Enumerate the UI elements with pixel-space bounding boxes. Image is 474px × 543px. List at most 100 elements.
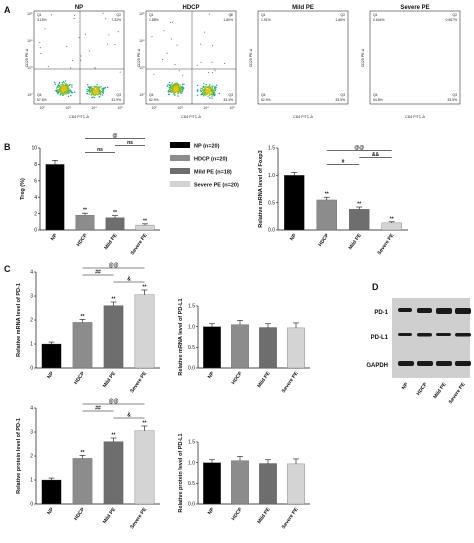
event-dots <box>151 13 232 99</box>
blot-band <box>455 308 471 314</box>
quadrant-q1-value: 0.644% <box>373 18 385 22</box>
y-tick-label: 1.0 <box>188 324 195 330</box>
event-dot <box>101 91 104 94</box>
comparison-label: ns <box>97 147 103 153</box>
event-dot <box>162 59 164 61</box>
x-category-label: NP <box>207 506 216 516</box>
event-dot <box>117 31 119 33</box>
bar-mild-pe <box>103 441 124 505</box>
event-dot <box>169 90 172 92</box>
x-category-label: Mild PE <box>103 232 119 251</box>
x-category-label: Mild PE <box>256 370 272 389</box>
blot-band <box>436 361 452 366</box>
event-dot <box>95 86 98 88</box>
event-dots <box>39 12 121 99</box>
event-dot <box>208 13 210 15</box>
y-tick-label: 6 <box>34 179 37 185</box>
blot-band <box>417 361 433 366</box>
event-dot <box>168 88 171 91</box>
event-dot <box>214 85 216 88</box>
legend-label: NP (n=20) <box>194 144 220 150</box>
significance-mark: ** <box>357 202 361 208</box>
event-dot <box>96 90 99 93</box>
event-dot <box>178 87 181 89</box>
blot-band <box>417 333 432 337</box>
event-dot <box>211 95 213 97</box>
event-dot <box>213 91 216 93</box>
quadrant-q1-value: 3.15% <box>37 18 47 22</box>
bar-hdcp <box>231 460 249 505</box>
significance-mark: ** <box>113 210 117 216</box>
event-dot <box>119 71 121 73</box>
flow-y-tick: 10⁴ <box>27 39 33 43</box>
y-tick-label: 0.5 <box>188 345 195 351</box>
chart-foxp3: 0.0 0.5 1.0 1.5 Relative mRNA level of Foxp3… <box>258 145 408 256</box>
quadrant-q2-label: Q2 <box>452 13 457 17</box>
bar-np <box>284 175 305 231</box>
event-dot <box>202 85 204 88</box>
event-dot <box>65 88 67 91</box>
bar-mild-pe <box>259 327 277 369</box>
blot-row-label: GAPDH <box>366 363 388 369</box>
event-dot <box>64 89 66 92</box>
event-dot <box>93 92 96 95</box>
flow-plot-title: Mild PE <box>292 5 314 11</box>
event-dot <box>176 44 178 46</box>
event-dot <box>209 93 211 95</box>
y-tick-label: 0 <box>30 366 33 372</box>
quadrant-q2-label: Q2 <box>116 13 121 17</box>
flow-y-tick: 10⁴ <box>139 39 145 43</box>
chart-pdl1-protein: 0.0 0.5 1.0 1.5 Relative protein level of PD… <box>178 433 310 530</box>
bar-severe-pe <box>287 327 305 369</box>
event-dot <box>58 82 60 85</box>
y-tick-label: 1.5 <box>188 440 195 446</box>
flow-x-tick: 10⁴ <box>203 106 209 110</box>
event-dot <box>60 92 62 95</box>
quadrant-q4-label: Q4 <box>149 93 154 97</box>
flow-x-tick: 10³ <box>65 106 71 110</box>
event-dot <box>103 87 106 90</box>
blot-band <box>398 333 412 336</box>
flow-plot-title: Severe PE <box>400 5 429 11</box>
quadrant-q4-value: 62.9% <box>261 98 271 102</box>
y-axis-label: Relative mRNA level of PD-L1 <box>178 298 184 375</box>
legend-item-np: NP (n=20) <box>170 142 220 150</box>
event-dot <box>107 43 109 45</box>
event-dot <box>168 90 170 93</box>
event-dot <box>230 14 232 16</box>
event-dot <box>207 88 209 90</box>
event-dot <box>99 92 101 94</box>
event-dot <box>175 83 178 85</box>
comparison-label: # <box>342 159 345 165</box>
event-dot <box>206 88 208 90</box>
x-category-label: HDCP <box>317 232 330 248</box>
event-dot <box>92 89 94 91</box>
comparison-label: ## <box>95 406 101 412</box>
event-dot <box>47 66 49 68</box>
y-tick-label: 0 <box>30 502 33 508</box>
y-tick-label: 0 <box>34 228 37 234</box>
event-dot <box>91 90 93 93</box>
x-category-label: NP <box>50 232 59 242</box>
event-dot <box>177 83 180 86</box>
event-dot <box>56 87 58 89</box>
event-dot <box>214 94 216 96</box>
comparison-label: & <box>127 413 131 419</box>
event-dot <box>61 89 63 91</box>
significance-mark: ** <box>325 192 329 198</box>
bar-hdcp <box>72 322 93 369</box>
event-dot <box>200 87 202 90</box>
event-dot <box>210 91 212 93</box>
x-category-label: NP <box>207 370 216 380</box>
event-dot <box>71 92 74 94</box>
event-dot <box>211 86 213 89</box>
event-dot <box>92 96 94 98</box>
event-dot <box>168 86 170 89</box>
x-category-label: Mild PE <box>348 232 364 251</box>
flow-plot-frame <box>257 10 349 105</box>
event-dot <box>44 28 46 30</box>
y-tick-label: 4 <box>30 270 33 276</box>
significance-mark: ** <box>83 208 87 214</box>
event-dot <box>200 43 202 45</box>
